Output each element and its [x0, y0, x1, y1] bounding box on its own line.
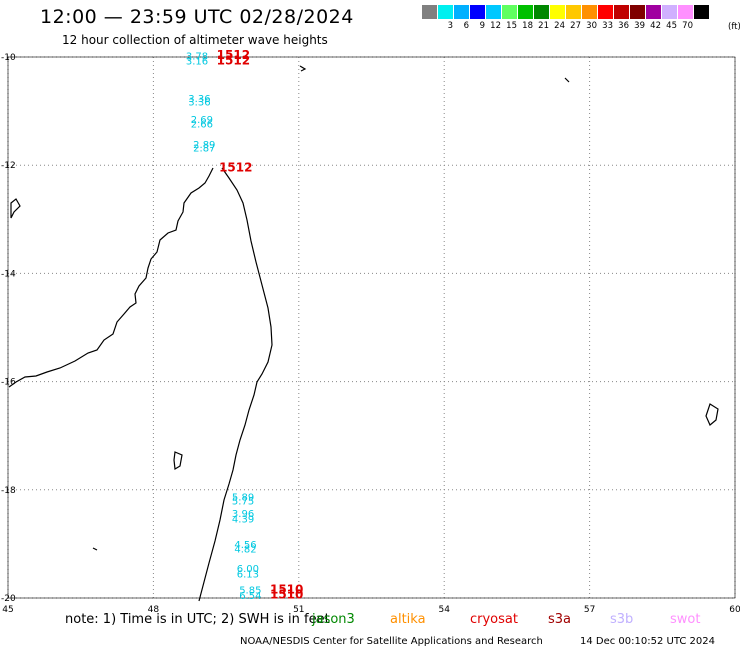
satellite-label-s3b: s3b [610, 612, 634, 627]
satellite-label-swot: swot [670, 612, 701, 627]
madagascar-coastline [8, 167, 273, 602]
longitude-label: 48 [148, 605, 160, 615]
legend-tick: 24 [554, 21, 565, 31]
legend-tick-labels: 3 6 9 12 15 18 21 24 27 30 33 36 39 42 45 70 [422, 21, 710, 31]
legend-swatch [518, 5, 534, 19]
legend-swatch [662, 5, 678, 19]
pass-time-label: 1512 [217, 48, 250, 62]
legend-unit: (ft) [728, 22, 740, 32]
wave-height-label: 4.56 [234, 540, 256, 551]
longitude-label: 60 [729, 605, 740, 615]
pass-time-label: 1512 [219, 161, 252, 175]
legend-swatch [454, 5, 470, 19]
legend-swatch [550, 5, 566, 19]
pass-time-label: 1510 [270, 583, 303, 597]
credit-line: NOAA/NESDIS Center for Satellite Applica… [240, 636, 543, 647]
legend-swatch [582, 5, 598, 19]
legend-swatch [422, 5, 438, 19]
longitude-label: 51 [293, 605, 304, 615]
reunion-islet [705, 403, 719, 426]
legend-tick: 27 [570, 21, 581, 31]
footer-note: note: 1) Time is in UTC; 2) SWH is in fe… [65, 612, 330, 627]
legend-tick: 12 [490, 21, 501, 31]
map-subtitle: 12 hour collection of altimeter wave hei… [62, 33, 328, 47]
wave-height-legend: 3 6 9 12 15 18 21 24 27 30 33 36 39 42 45 70 [422, 5, 710, 33]
longitude-label: 57 [584, 605, 595, 615]
mayotte-islet [173, 451, 183, 470]
longitude-label: 54 [438, 605, 450, 615]
wave-height-label: 2.87 [193, 144, 215, 155]
legend-swatch [694, 5, 710, 19]
legend-tick: 30 [586, 21, 597, 31]
legend-tick: 3 [447, 21, 453, 31]
longitude-label: 45 [2, 605, 13, 615]
coastline [8, 65, 719, 602]
wave-height-label: 3.78 [186, 52, 208, 63]
legend-tick: 6 [463, 21, 469, 31]
satellite-label-cryosat: cryosat [470, 612, 518, 627]
glorieuses-islet [299, 65, 307, 72]
legend-swatch [486, 5, 502, 19]
pass-time-label: 1510 [270, 588, 303, 602]
legend-tick: 21 [538, 21, 549, 31]
legend-swatch [502, 5, 518, 19]
comoros-islet [10, 198, 21, 219]
legend-swatch [646, 5, 662, 19]
latitude-label: -14 [1, 269, 16, 279]
map-frame [7, 56, 736, 599]
map-title: 12:00 — 23:59 UTC 02/28/2024 [40, 6, 354, 28]
wave-height-label: 5.75 [232, 496, 254, 507]
wave-height-label: 3.96 [232, 509, 254, 520]
legend-swatch [566, 5, 582, 19]
wave-height-label: 5.89 [232, 493, 254, 504]
legend-swatch [614, 5, 630, 19]
wave-height-label: 4.39 [232, 514, 254, 525]
wave-height-label: 4.82 [234, 545, 256, 556]
legend-tick: 45 [666, 21, 677, 31]
latitude-label: -16 [1, 378, 16, 388]
wave-height-label: 2.66 [191, 119, 213, 130]
satellite-label-s3a: s3a [548, 612, 572, 627]
latitude-label: -12 [1, 161, 16, 171]
legend-swatch [470, 5, 486, 19]
wave-height-label: 6.54 [239, 591, 261, 602]
wave-height-label: 3.16 [186, 57, 208, 68]
legend-swatch [678, 5, 694, 19]
generated-timestamp: 14 Dec 00:10:52 UTC 2024 [580, 636, 715, 647]
legend-color-bar [422, 5, 710, 19]
legend-swatch [438, 5, 454, 19]
legend-swatch [598, 5, 614, 19]
latitude-label: -20 [1, 594, 16, 604]
satellite-label-altika: altika [390, 612, 426, 627]
wave-height-label: 6.13 [237, 569, 259, 580]
juan-de-nova-islet [92, 547, 98, 551]
satellite-label-jason3: jason3 [312, 612, 355, 627]
map-grid: 45 48 51 54 57 60 -10 -12 -14 -16 -18 -20 [1, 53, 740, 615]
wave-height-label: 6.00 [237, 564, 259, 575]
legend-swatch [534, 5, 550, 19]
latitude-label: -18 [1, 486, 16, 496]
legend-tick: 42 [650, 21, 661, 31]
legend-tick: 9 [479, 21, 485, 31]
wave-height-label: 5.85 [239, 586, 261, 597]
tromelin-islet [564, 77, 570, 83]
legend-tick: 39 [634, 21, 645, 31]
legend-tick: 36 [618, 21, 629, 31]
wave-height-label: 3.36 [188, 94, 210, 105]
wave-height-label: 3.36 [188, 98, 210, 109]
latitude-label: -10 [1, 53, 16, 63]
legend-swatch [630, 5, 646, 19]
wave-height-label: 2.89 [193, 140, 215, 151]
wave-height-label: 2.69 [191, 115, 213, 126]
observations-layer: 3.783.16 151215123.363.362.692.662.892.87… [186, 48, 303, 602]
legend-tick: 15 [506, 21, 517, 31]
pass-time-label: 1512 [217, 54, 250, 68]
legend-tick: 18 [522, 21, 533, 31]
legend-tick: 70 [682, 21, 693, 31]
legend-tick: 33 [602, 21, 613, 31]
